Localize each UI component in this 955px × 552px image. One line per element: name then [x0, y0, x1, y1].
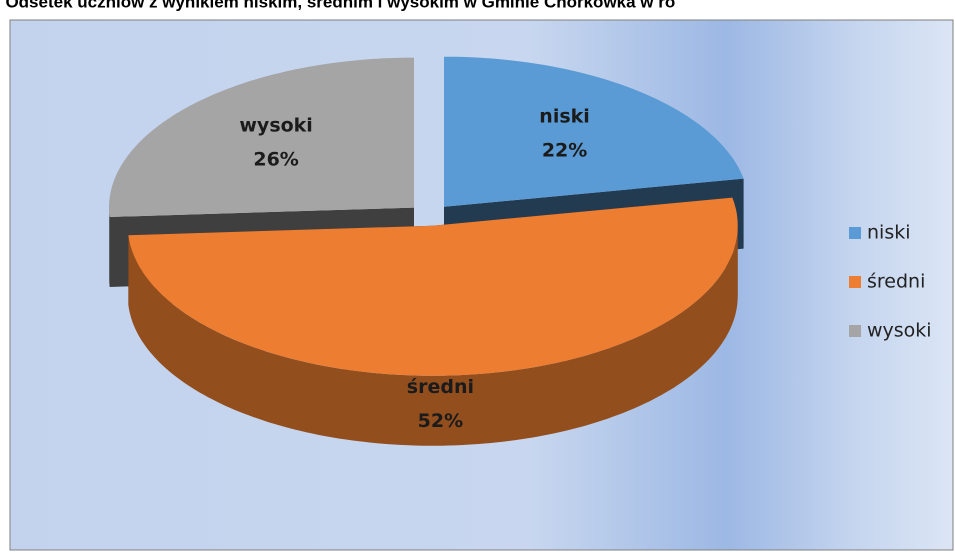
- slice: [128, 197, 738, 376]
- pie: niski 22% średni 52% wysoki 26%: [109, 56, 744, 446]
- data-label-name: średni: [407, 376, 474, 398]
- data-label: 22%: [542, 140, 587, 162]
- chart-title: . Odsetek uczniów z wynikiem niskim, śre…: [0, 0, 675, 11]
- legend-swatch: [849, 227, 861, 239]
- slice-side: [109, 207, 110, 287]
- data-label: 52%: [418, 410, 463, 432]
- data-label-name: niski: [539, 106, 590, 128]
- slice: [444, 56, 744, 207]
- legend-label: średni: [867, 271, 925, 293]
- data-label-name: wysoki: [239, 114, 312, 136]
- legend-label: wysoki: [867, 320, 932, 342]
- legend-label: niski: [867, 222, 911, 244]
- slice-side: [128, 225, 738, 446]
- legend-swatch: [849, 276, 861, 288]
- legend-swatch: [849, 325, 861, 337]
- slice: [109, 57, 414, 217]
- data-label: 26%: [253, 148, 298, 170]
